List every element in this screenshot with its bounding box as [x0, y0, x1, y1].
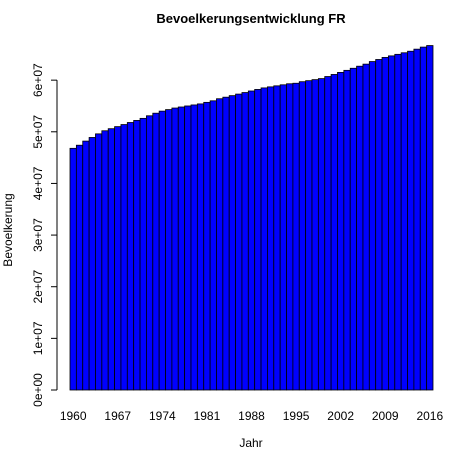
x-axis: 1960 1967 1974 1981 1988 1995 2002 2009 2016: [60, 409, 444, 423]
bar-1964: [95, 133, 103, 391]
bar-1979: [190, 104, 198, 391]
bar-2009: [381, 57, 389, 391]
bar-2002: [337, 72, 345, 391]
bar-1985: [228, 95, 236, 391]
bar-1984: [222, 96, 230, 391]
bar-2001: [330, 74, 338, 391]
bar-1966: [107, 128, 115, 391]
x-tick-label: 2016: [416, 409, 443, 423]
x-tick-label: 2009: [372, 409, 399, 423]
y-axis-label: Bevoelkerung: [1, 193, 15, 266]
bar-2016: [426, 45, 434, 391]
bar-1999: [317, 78, 326, 391]
bar-1986: [235, 93, 243, 391]
y-tick-label: 1e+07: [31, 321, 45, 355]
x-tick-label: 1981: [194, 409, 221, 423]
bar-2004: [349, 67, 357, 391]
bar-1976: [171, 107, 179, 391]
x-axis-label: Jahr: [239, 436, 262, 450]
bar-1989: [254, 89, 262, 391]
bar-2014: [413, 48, 421, 391]
bar-1971: [139, 117, 147, 391]
y-tick-label: 0e+00: [31, 373, 45, 407]
bar-2005: [356, 65, 364, 391]
bar-1996: [298, 81, 307, 391]
bar-1967: [114, 126, 122, 391]
bar-1968: [120, 124, 128, 391]
bar-1961: [75, 144, 84, 391]
y-tick-label: 5e+07: [31, 115, 45, 149]
bar-1995: [292, 82, 300, 391]
chart-title: Bevoelkerungsentwicklung FR: [156, 11, 346, 26]
bar-2010: [388, 55, 396, 391]
bar-1972: [146, 115, 154, 391]
x-tick-label: 1995: [283, 409, 310, 423]
x-tick-label: 1974: [149, 409, 176, 423]
bar-2003: [343, 69, 351, 391]
bar-1969: [126, 122, 135, 391]
bar-1977: [177, 106, 186, 391]
bar-1963: [88, 137, 96, 391]
bar-1992: [273, 85, 281, 391]
bar-1990: [260, 87, 268, 391]
bar-1980: [196, 103, 205, 391]
bar-1975: [165, 109, 173, 391]
bars-group: [69, 45, 434, 391]
bar-2012: [400, 52, 408, 391]
bar-1981: [203, 101, 211, 391]
bar-1997: [305, 80, 313, 391]
bar-1978: [184, 105, 192, 391]
bar-1974: [158, 110, 166, 391]
bar-1983: [216, 98, 224, 391]
bar-1988: [247, 90, 256, 391]
y-axis: 0e+00 1e+07 2e+07 3e+07 4e+07 5e+07 6e+07: [31, 63, 58, 407]
bar-1991: [267, 86, 275, 391]
bar-1993: [279, 84, 287, 391]
bar-1998: [311, 79, 319, 391]
bar-2000: [324, 76, 332, 391]
bar-2007: [368, 61, 377, 391]
bar-1994: [286, 83, 294, 391]
x-tick-label: 1967: [104, 409, 131, 423]
y-tick-label: 6e+07: [31, 63, 45, 97]
x-tick-label: 2002: [327, 409, 354, 423]
bar-2006: [362, 63, 370, 391]
y-tick-label: 3e+07: [31, 218, 45, 252]
y-tick-label: 2e+07: [31, 270, 45, 304]
bar-2011: [394, 53, 402, 391]
bar-1962: [82, 140, 90, 391]
y-tick-label: 4e+07: [31, 166, 45, 200]
bar-1960: [69, 147, 77, 391]
bar-1965: [101, 130, 109, 391]
bar-1973: [152, 112, 160, 391]
bar-1970: [133, 120, 141, 391]
bar-1987: [241, 92, 249, 391]
bar-2008: [375, 59, 383, 391]
x-tick-label: 1988: [238, 409, 265, 423]
bar-1982: [209, 100, 217, 391]
bar-2013: [407, 50, 415, 391]
bar-2015: [419, 46, 428, 391]
x-tick-label: 1960: [60, 409, 87, 423]
